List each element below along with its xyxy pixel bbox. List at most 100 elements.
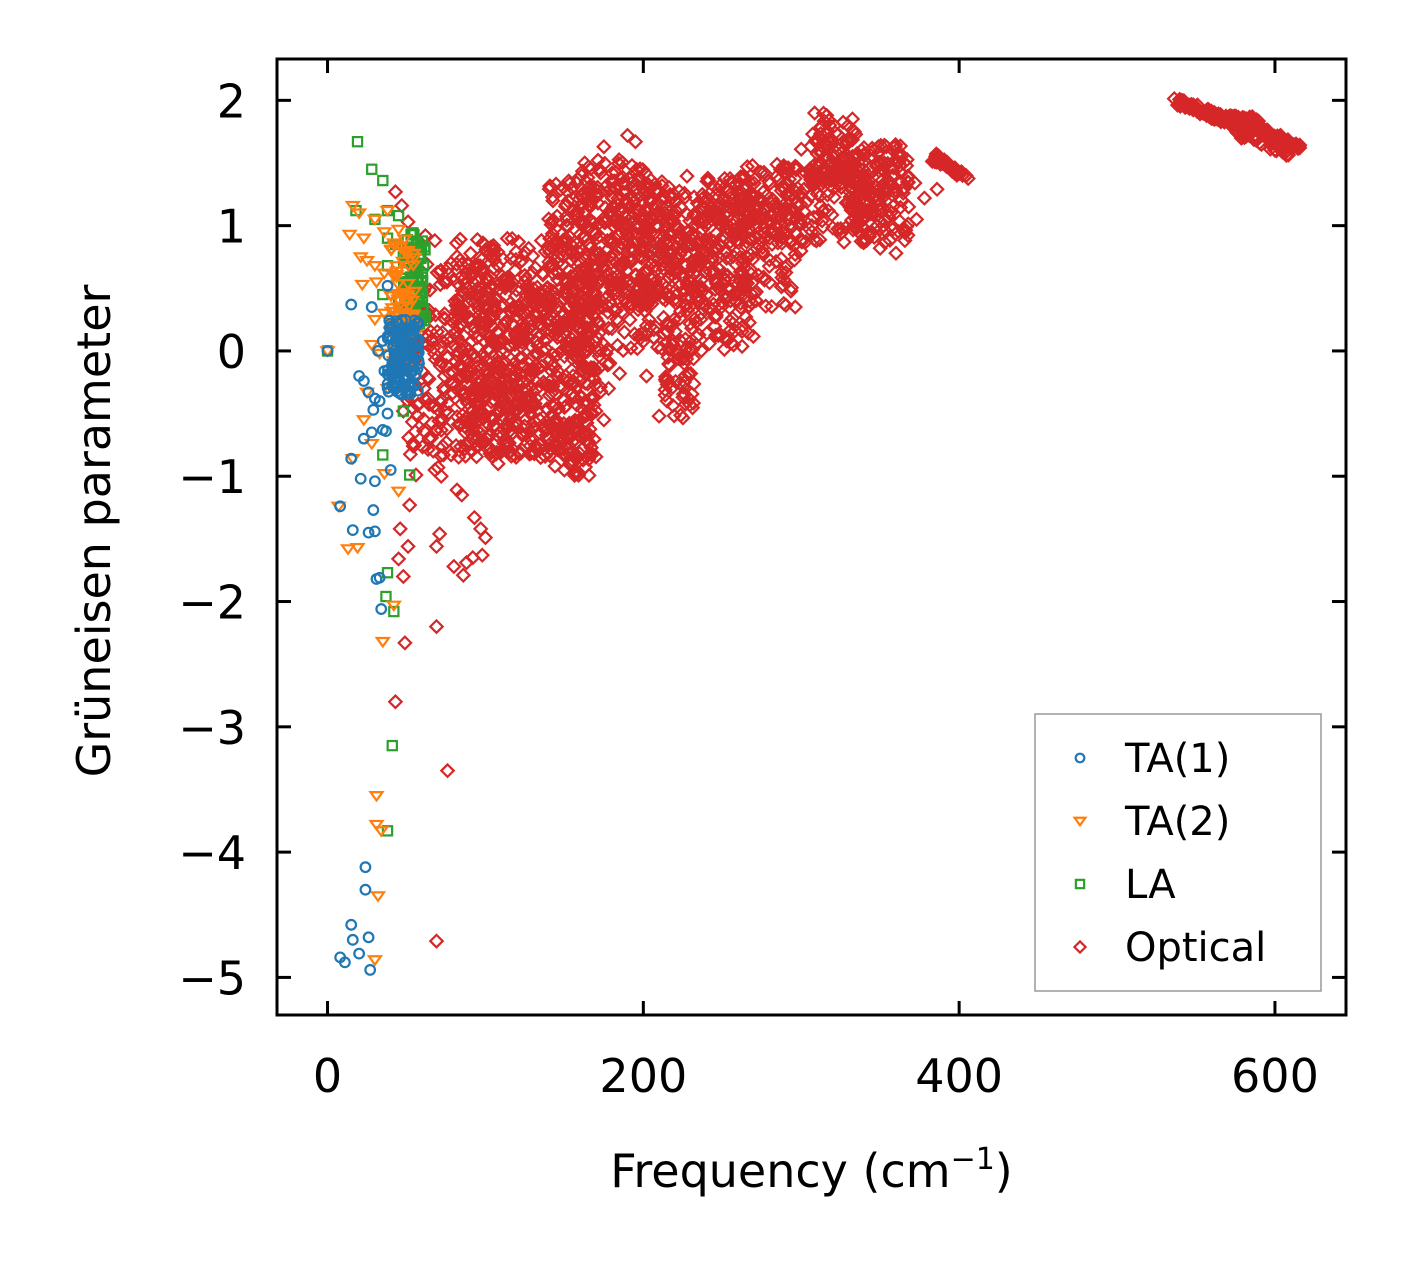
ta2-point [401,300,418,313]
ta1-point [353,947,366,960]
optical-point [889,145,906,162]
optical-point [496,297,512,314]
ta2-point [390,486,407,498]
optical-point [734,323,750,340]
optical-point [559,217,575,233]
tick-labels: 0 200 400 600 2 1 0 −1 −2 −3 −4 −5 [178,74,1319,1103]
optical-point [475,410,492,427]
optical-point [421,396,437,413]
optical-point [1226,108,1243,124]
optical-point [717,272,733,289]
optical-point [523,378,539,395]
optical-point [691,258,708,275]
optical-point [596,412,612,428]
ta1-point [372,345,384,357]
optical-point [562,175,578,192]
optical-point [777,224,794,240]
optical-point [761,230,778,246]
optical-point [438,434,455,451]
optical-point [629,186,645,202]
optical-point [428,618,445,635]
la-point [397,405,410,417]
optical-point [565,421,582,437]
ta1-point [357,375,370,387]
optical-point [830,169,846,186]
optical-point [549,271,566,288]
optical-point [796,203,812,220]
optical-point [593,267,609,283]
optical-point [898,218,915,235]
optical-point [525,420,541,437]
optical-point [636,224,652,240]
optical-point [439,762,456,779]
optical-point [409,408,426,424]
optical-point [464,413,480,429]
optical-point [625,173,642,190]
optical-point [473,286,489,302]
optical-point [562,342,578,359]
optical-point [746,171,763,188]
ta1-point [357,432,370,445]
optical-point [427,462,443,478]
ta1-point [365,301,378,313]
legend-label: Optical [1125,925,1266,971]
ta1-point [359,883,372,896]
optical-point [574,323,591,340]
optical-point [887,136,904,153]
optical-point [417,424,434,441]
optical-point [806,209,822,225]
ta1-point [411,335,424,348]
optical-point [532,449,549,466]
optical-point [543,441,560,458]
optical-point [607,285,624,302]
optical-point [608,164,624,181]
optical-point [930,152,947,168]
optical-point [497,314,513,331]
optical-point [646,330,662,346]
optical-point [549,424,565,441]
optical-point [540,211,557,227]
ta2-point [363,438,380,451]
optical-point [453,487,470,503]
optical-point [756,272,773,288]
optical-point [900,199,917,215]
optical-point [869,218,885,235]
optical-point [681,391,698,407]
optical-point [581,220,598,236]
ta1-point [362,526,375,539]
optical-point [558,339,574,355]
optical-point [601,356,618,372]
optical-point [544,371,560,388]
ta2-point [385,238,403,250]
optical-point [484,330,501,347]
optical-point [773,223,790,240]
optical-point [468,448,485,465]
optical-point [556,399,573,416]
optical-point [592,228,608,244]
optical-point [468,349,484,365]
optical-point [793,185,810,201]
optical-point [685,395,702,411]
y-tick-label: 0 [217,325,246,379]
optical-point [588,403,604,419]
la-point [377,449,389,461]
optical-point [674,350,690,367]
ta2-point [379,205,396,218]
optical-point [475,235,491,252]
series-optical [387,90,1308,949]
optical-point [491,281,507,298]
optical-point [820,131,836,148]
optical-point [739,275,756,292]
optical-point [427,232,443,249]
optical-point [523,339,540,355]
optical-point [688,336,705,353]
optical-point [732,286,748,303]
optical-point [564,416,580,433]
optical-point [603,188,620,204]
la-point [366,163,378,175]
optical-point [602,180,619,197]
optical-point [860,226,877,243]
optical-point [897,232,913,249]
optical-point [840,117,856,134]
ta1-point [380,425,392,438]
